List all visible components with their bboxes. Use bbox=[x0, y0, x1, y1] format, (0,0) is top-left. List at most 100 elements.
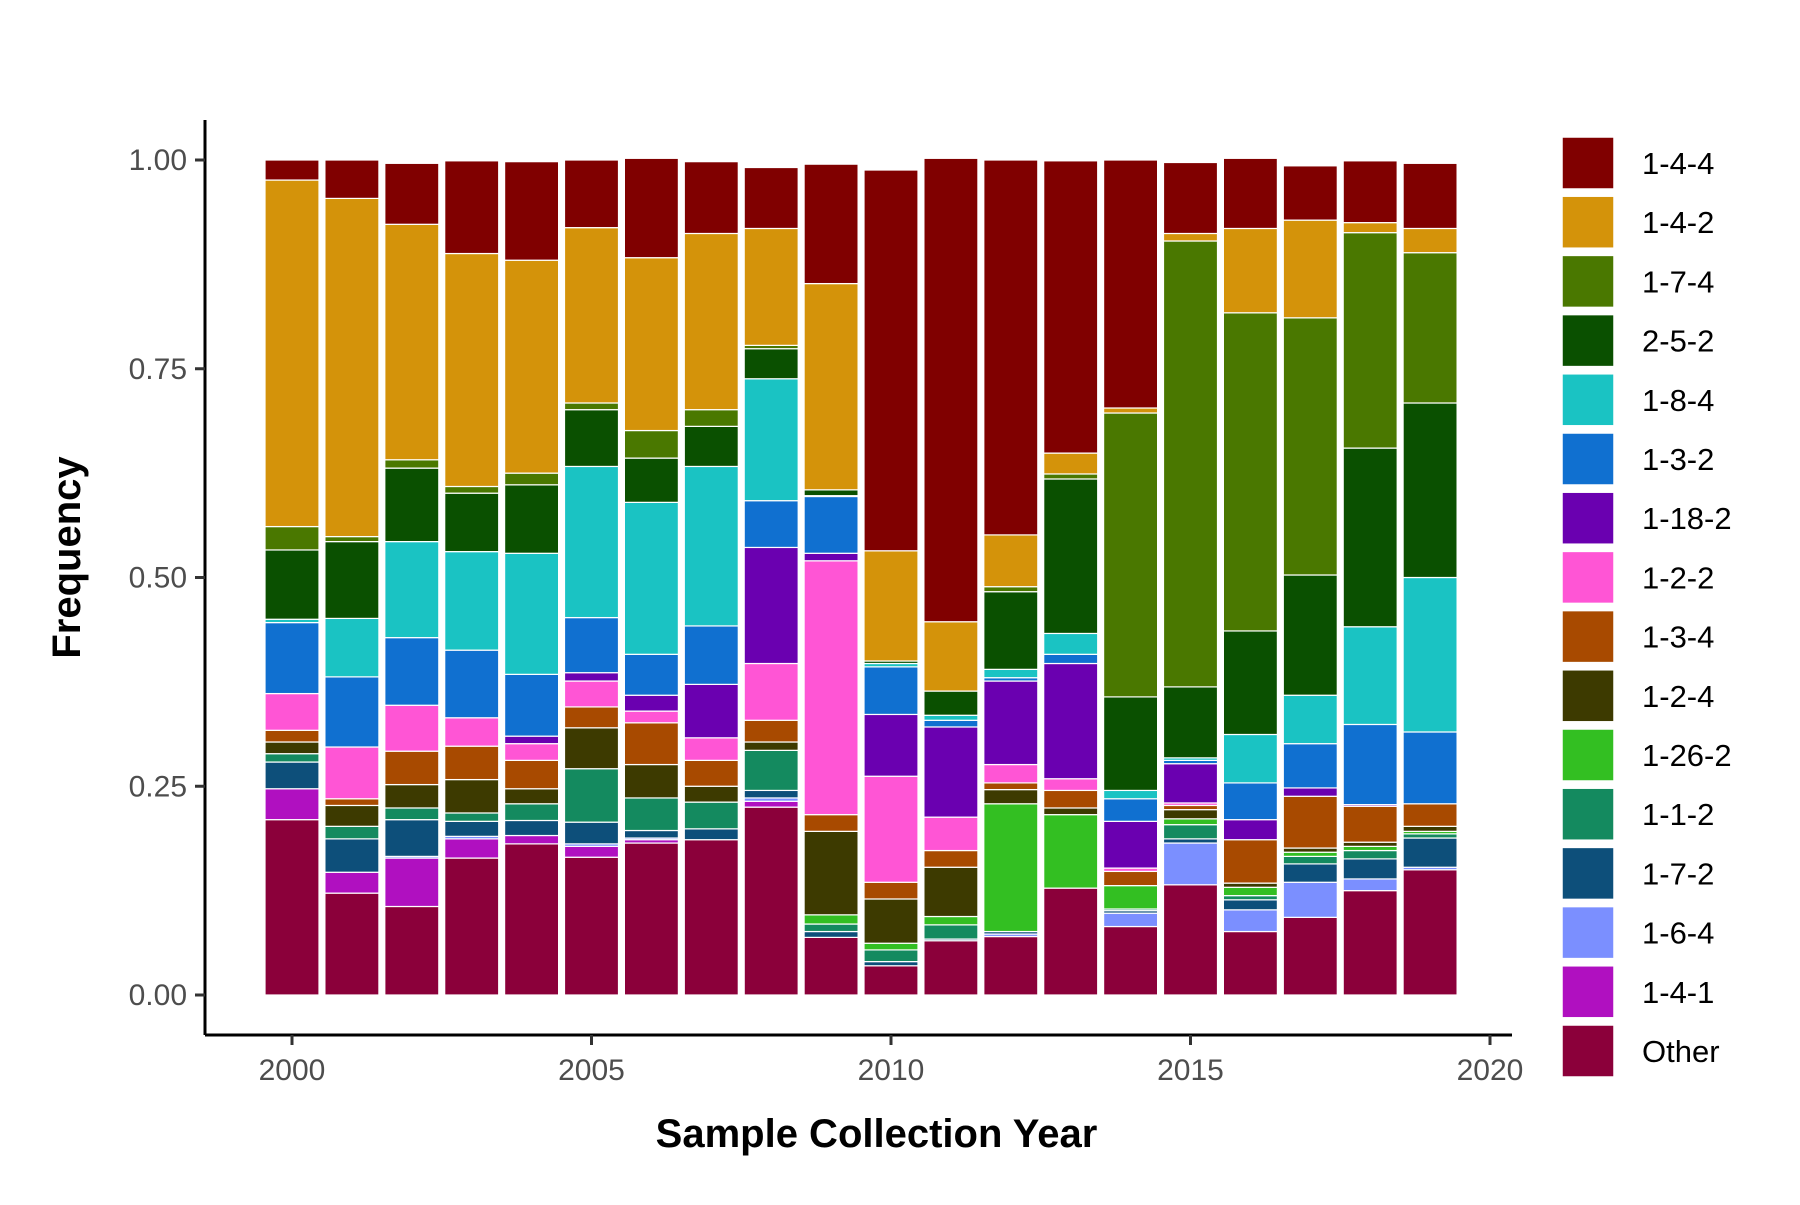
bar-segment-2013-1-3-2 bbox=[1043, 653, 1099, 665]
bar-segment-2013-1-4-4 bbox=[1043, 160, 1099, 454]
bar-segment-2007-2-5-2 bbox=[683, 425, 739, 468]
bar-segment-2008-1-4-4 bbox=[743, 166, 799, 230]
bar-segment-2005-1-1-2 bbox=[563, 768, 620, 823]
y-tick-label: 0.75 bbox=[129, 353, 187, 386]
bar-segment-2004-1-18-2 bbox=[504, 735, 560, 745]
bar-segment-2008-1-2-2 bbox=[743, 662, 799, 721]
bar-segment-2004-2-5-2 bbox=[504, 484, 560, 554]
bar-segment-2010-1-4-4 bbox=[863, 169, 919, 552]
legend-swatch-1-26-2 bbox=[1561, 728, 1615, 782]
bar-segment-2017-1-8-4 bbox=[1282, 694, 1338, 745]
bar-segment-2012-1-7-4 bbox=[983, 586, 1039, 593]
y-tick-label: 1.00 bbox=[129, 144, 187, 177]
y-tick-label: 0.50 bbox=[129, 562, 187, 595]
legend-label-1-1-2: 1-1-2 bbox=[1642, 797, 1714, 832]
bar-segment-2013-2-5-2 bbox=[1043, 478, 1099, 635]
bar-segment-2000-1-4-2 bbox=[264, 179, 320, 528]
bar-segment-2004-1-7-2 bbox=[504, 819, 560, 837]
bar-segment-2017-1-7-4 bbox=[1282, 317, 1338, 576]
bar-segment-2007-1-18-2 bbox=[683, 683, 739, 739]
bar-segment-2007-1-3-2 bbox=[683, 625, 739, 685]
legend-swatch-1-3-4 bbox=[1561, 609, 1615, 664]
bar-segment-2008-2-5-2 bbox=[743, 348, 799, 380]
bar-segment-2000-1-1-2 bbox=[264, 753, 320, 763]
bar-segment-2013-other bbox=[1043, 887, 1099, 996]
x-tick-label: 2020 bbox=[1457, 1054, 1524, 1087]
bar-segment-2011-1-3-4 bbox=[923, 849, 979, 868]
bar-segment-2012-1-8-4 bbox=[983, 668, 1039, 679]
legend-swatch-1-7-2 bbox=[1561, 846, 1615, 901]
bar-segment-2019-1-1-2 bbox=[1402, 833, 1458, 839]
bar-segment-2011-1-18-2 bbox=[923, 726, 979, 818]
bar-segment-2018-1-8-4 bbox=[1342, 626, 1398, 726]
bar-segment-2003-1-3-4 bbox=[444, 745, 500, 781]
bar-segment-2012-1-2-2 bbox=[983, 763, 1039, 784]
bar-segment-2006-other bbox=[623, 842, 680, 996]
bar-segment-2013-1-26-2 bbox=[1043, 814, 1099, 889]
legend-swatch-1-4-1 bbox=[1561, 965, 1615, 1019]
legend-label-1-2-2: 1-2-2 bbox=[1642, 560, 1714, 595]
legend-label-1-18-2: 1-18-2 bbox=[1642, 501, 1732, 536]
bar-segment-2005-2-5-2 bbox=[563, 409, 620, 468]
bar-segment-2016-2-5-2 bbox=[1222, 630, 1279, 736]
bar-segment-2010-other bbox=[863, 965, 919, 996]
bar-segment-2006-1-2-2 bbox=[623, 710, 680, 724]
bar-segment-2017-1-7-2 bbox=[1282, 863, 1338, 883]
bar-segment-2004-1-7-4 bbox=[504, 472, 560, 486]
bar-segment-2011-1-2-4 bbox=[923, 866, 979, 918]
bar-segment-2013-1-2-4 bbox=[1043, 807, 1099, 816]
bar-segment-2008-1-8-4 bbox=[743, 378, 799, 502]
bar-segment-2011-1-4-4 bbox=[923, 157, 979, 623]
bar-segment-2002-1-2-2 bbox=[384, 704, 440, 752]
bar-segment-2018-1-3-4 bbox=[1342, 805, 1398, 843]
y-axis-title: Frequency bbox=[45, 456, 89, 659]
bar-segment-2016-1-3-4 bbox=[1222, 839, 1279, 884]
bar-segment-2001-1-3-4 bbox=[324, 798, 380, 807]
bar-segment-2001-other bbox=[324, 892, 380, 996]
bar-segment-2001-1-7-2 bbox=[324, 838, 380, 873]
bar-segment-2018-1-3-2 bbox=[1342, 723, 1398, 806]
bar-segment-2011-other bbox=[923, 940, 979, 996]
bar-segment-2003-2-5-2 bbox=[444, 492, 500, 553]
bar-segment-2017-1-4-4 bbox=[1282, 165, 1338, 221]
bar-segment-2006-1-7-2 bbox=[623, 829, 680, 839]
bar-segment-2015-1-6-4 bbox=[1162, 842, 1219, 886]
bar-segment-2019-1-7-2 bbox=[1402, 837, 1458, 868]
bar-segment-2016-1-7-4 bbox=[1222, 312, 1279, 632]
bar-segment-2008-1-3-4 bbox=[743, 719, 799, 743]
bar-segment-2001-1-3-2 bbox=[324, 676, 380, 748]
bar-segment-2015-1-7-2 bbox=[1162, 838, 1219, 844]
bar-segment-2010-1-4-2 bbox=[863, 550, 919, 662]
bar-segment-2004-1-3-4 bbox=[504, 759, 560, 790]
bar-segment-2000-1-3-2 bbox=[264, 621, 320, 695]
bar-segment-2014-1-4-4 bbox=[1102, 159, 1159, 409]
bar-segment-2015-1-3-4 bbox=[1162, 804, 1219, 811]
bar-segment-2017-2-5-2 bbox=[1282, 574, 1338, 696]
bar-segment-2012-other bbox=[983, 935, 1039, 996]
y-tick-label: 0.25 bbox=[129, 770, 187, 803]
bar-segment-2007-1-3-4 bbox=[683, 759, 739, 787]
bar-segment-2011-2-5-2 bbox=[923, 690, 979, 716]
legend-label-other: Other bbox=[1642, 1034, 1720, 1069]
bar-segment-2003-1-2-4 bbox=[444, 778, 500, 814]
bar-segment-2014-1-3-4 bbox=[1102, 870, 1159, 887]
bar-segment-2014-other bbox=[1102, 925, 1159, 996]
bar-segment-2003-1-4-1 bbox=[444, 838, 500, 859]
bar-segment-2003-1-7-4 bbox=[444, 485, 500, 494]
bar-segment-2014-1-8-4 bbox=[1102, 789, 1159, 800]
bar-segment-2000-1-7-4 bbox=[264, 525, 320, 551]
bar-segment-2009-1-3-2 bbox=[803, 495, 859, 554]
bar-segment-2018-1-4-4 bbox=[1342, 160, 1398, 224]
bar-segment-2013-1-2-2 bbox=[1043, 778, 1099, 792]
bar-segment-2006-1-3-4 bbox=[623, 722, 680, 766]
bar-segment-2011-1-4-2 bbox=[923, 621, 979, 692]
bar-segment-2005-1-7-4 bbox=[563, 402, 620, 411]
bar-segment-2005-1-2-4 bbox=[563, 727, 620, 770]
bar-segment-2012-1-2-4 bbox=[983, 788, 1039, 805]
legend-label-1-3-2: 1-3-2 bbox=[1642, 442, 1714, 477]
bar-segment-2016-1-18-2 bbox=[1222, 819, 1279, 841]
legend-swatch-1-8-4 bbox=[1561, 373, 1615, 427]
bar-segment-2000-1-4-1 bbox=[264, 788, 320, 821]
bar-segment-2012-1-3-4 bbox=[983, 782, 1039, 791]
bar-segment-2018-1-7-2 bbox=[1342, 858, 1398, 880]
